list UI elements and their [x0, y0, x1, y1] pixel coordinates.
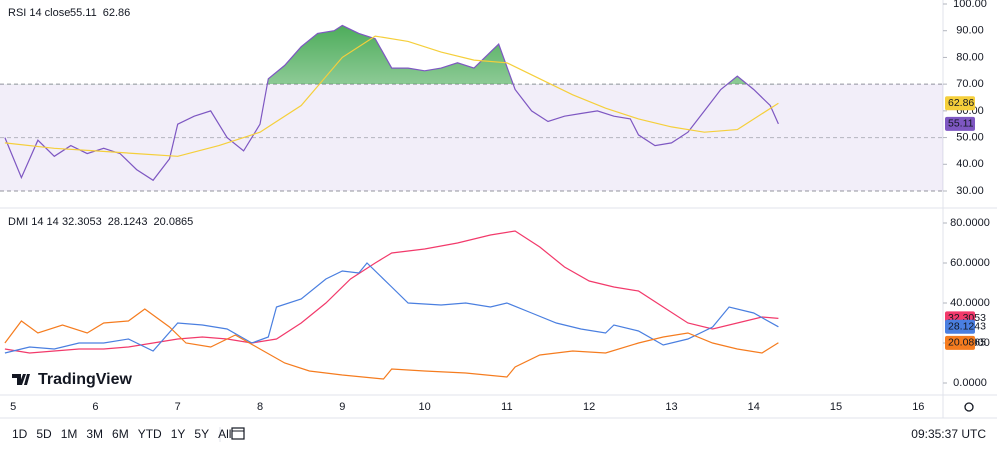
logo-icon	[12, 374, 30, 385]
range-button[interactable]: YTD	[138, 427, 162, 441]
x-tick-label: 5	[10, 401, 16, 413]
x-tick-label: 15	[830, 401, 842, 413]
y-tick-label: 30.00	[956, 185, 984, 197]
price-tag-label: 20.0865	[948, 337, 986, 349]
x-tick-label: 16	[912, 401, 924, 413]
y-tick-label: 100.00	[953, 0, 987, 10]
x-tick-label: 11	[501, 401, 512, 413]
price-tag	[945, 319, 975, 334]
series-line	[4, 24, 779, 182]
settings-icon[interactable]	[964, 402, 974, 412]
range-button[interactable]: 1D	[12, 427, 28, 441]
y-tick-label: 50.00	[956, 131, 984, 143]
x-tick-label: 14	[748, 401, 760, 413]
range-button[interactable]: 5Y	[194, 427, 209, 441]
series-line	[4, 230, 779, 354]
logo-text: TradingView	[38, 371, 133, 388]
price-tag-label: 28.1243	[948, 321, 986, 333]
y-tick-label: 60.0000	[950, 257, 990, 269]
range-button[interactable]: 6M	[112, 427, 129, 441]
y-tick-label: 70.00	[956, 78, 984, 90]
legend-value: 55.11	[70, 7, 97, 19]
range-button[interactable]: All	[218, 427, 231, 441]
series-line	[4, 308, 779, 380]
legend-value: 32.3053	[62, 216, 102, 228]
legend-value: 28.1243	[108, 216, 148, 228]
indicator-title: DMI 14 14	[8, 216, 59, 228]
price-tag-label: 55.11	[948, 118, 974, 130]
price-tag	[945, 335, 975, 350]
series-line	[4, 262, 779, 354]
y-tick-label: 40.00	[956, 158, 984, 170]
legend-value: 62.86	[103, 7, 131, 19]
x-tick-label: 10	[418, 401, 430, 413]
range-button[interactable]: 5D	[36, 427, 52, 441]
clock: 09:35:37 UTC	[911, 427, 986, 441]
range-button[interactable]: 3M	[86, 427, 103, 441]
calendar-box[interactable]	[231, 427, 245, 440]
indicator-title: RSI 14 close	[8, 7, 70, 19]
logo: TradingView	[12, 371, 133, 388]
x-tick-label: 12	[583, 401, 595, 413]
x-tick-label: 6	[92, 401, 98, 413]
y-tick-label: 0.0000	[953, 377, 987, 389]
price-tag-label: 62.86	[948, 97, 974, 109]
range-button[interactable]: 1M	[61, 427, 78, 441]
x-tick-label: 13	[665, 401, 677, 413]
y-tick-label: 80.00	[956, 51, 984, 63]
x-tick-label: 9	[339, 401, 345, 413]
y-tick-label: 90.00	[956, 25, 984, 37]
x-tick-label: 8	[257, 401, 263, 413]
y-tick-label: 80.0000	[950, 217, 990, 229]
range-button[interactable]: 1Y	[171, 427, 186, 441]
series-line	[4, 35, 779, 157]
legend-value: 20.0865	[154, 216, 194, 228]
calendar-icon[interactable]	[231, 427, 245, 440]
overbought-fill	[267, 25, 748, 85]
y-tick-label: 40.0000	[950, 297, 990, 309]
x-tick-label: 7	[175, 401, 181, 413]
price-tag	[945, 96, 975, 111]
price-tag	[945, 116, 975, 131]
